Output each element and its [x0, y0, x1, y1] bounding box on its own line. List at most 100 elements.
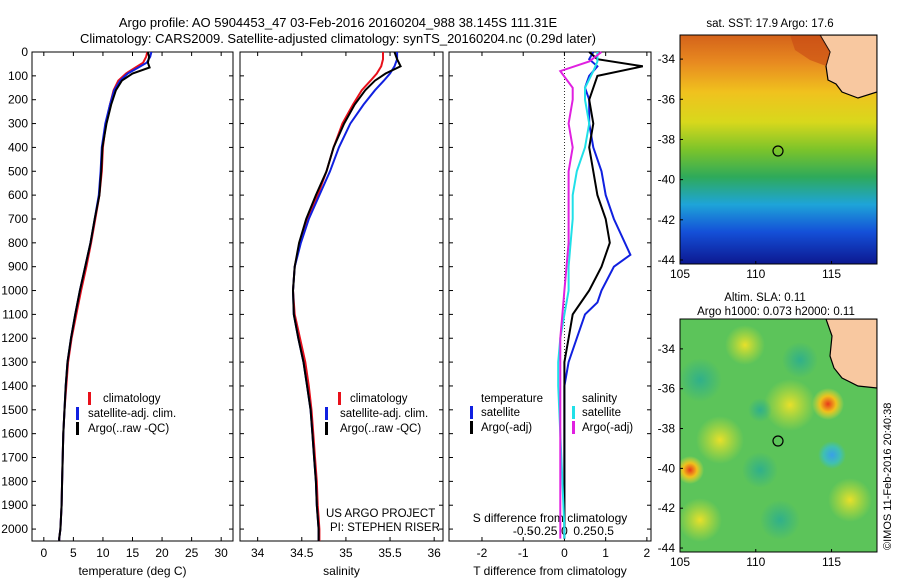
figure-title-line2: Climatology: CARS2009. Satellite-adjuste… — [80, 31, 596, 46]
x-tick-label: 2 — [644, 546, 651, 560]
lat-tick-label: -42 — [658, 213, 676, 227]
temperature-legend: climatology satellite-adj. clim. Argo(..… — [76, 392, 176, 435]
x2-axis-label: S difference from climatology — [473, 511, 628, 525]
depth-tick-label: 1100 — [2, 307, 28, 321]
depth-tick-label: 1600 — [1, 427, 28, 441]
series-line — [563, 51, 644, 539]
depth-tick-label: 700 — [8, 212, 28, 226]
x-tick-label: 20 — [155, 546, 169, 560]
panel-2: 34 34.5 35 35.5 36 salinity — [239, 51, 444, 578]
diff-sal-argo-swatch — [572, 421, 575, 434]
legend-sat-swatch — [76, 407, 79, 420]
panel-frame — [239, 51, 444, 542]
depth-tick-label: 1300 — [1, 355, 28, 369]
x-tick-label: 25 — [185, 546, 199, 560]
diff-temp-argo-label: Argo(-adj) — [481, 422, 532, 434]
x-tick-label: 0 — [40, 546, 47, 560]
depth-tick-label: 1200 — [1, 331, 28, 345]
x-tick-label: 34 — [251, 546, 265, 560]
depth-tick-label: 600 — [8, 188, 28, 202]
lat-tick-label: -40 — [658, 173, 676, 187]
figure-title-line1: Argo profile: AO 5904453_47 03-Feb-2016 … — [119, 15, 558, 30]
legend-argo-swatch — [76, 422, 79, 435]
diff-sal-heading: salinity — [582, 393, 617, 405]
depth-tick-label: 1400 — [1, 379, 28, 393]
diff-temp-sat-swatch — [470, 406, 473, 419]
x2-tick-label: -0.5 — [513, 524, 534, 538]
sla-land — [825, 319, 877, 389]
panel-frame — [31, 51, 234, 542]
depth-tick-label: 0 — [21, 45, 28, 59]
panel-3: -2 -1 0 1 2 T difference from climatology -0.5… — [448, 51, 652, 578]
diff-sal-sat-label: satellite — [582, 407, 621, 419]
legend-sat-label: satellite-adj. clim. — [88, 408, 176, 420]
legend2-clim-label: climatology — [350, 393, 408, 405]
depth-tick-label: 100 — [8, 69, 28, 83]
legend-clim-swatch — [88, 392, 91, 405]
legend2-argo-swatch — [325, 422, 328, 435]
x-axis-label: salinity — [323, 564, 360, 578]
depth-tick-label: 800 — [8, 236, 28, 250]
lat-tick-label: -42 — [658, 501, 676, 515]
legend2-argo-label: Argo(..raw -QC) — [340, 423, 421, 435]
x-tick-label: 30 — [214, 546, 228, 560]
diff-temp-sat-label: satellite — [481, 407, 520, 419]
sst-map — [679, 34, 878, 265]
depth-tick-label: 1900 — [1, 498, 28, 512]
sst-map-ticks: 105 110 115 -34 -36 -38 -40 -42 -44 — [658, 52, 842, 281]
project-line1: US ARGO PROJECT — [326, 508, 435, 520]
project-line2: PI: STEPHEN RISER — [330, 522, 440, 534]
diff-sal-argo-label: Argo(-adj) — [582, 422, 633, 434]
x-tick-label: 35 — [339, 546, 353, 560]
legend-clim-label: climatology — [103, 393, 161, 405]
legend2-clim-swatch — [338, 392, 341, 405]
x-tick-label: -2 — [477, 546, 488, 560]
depth-axis: 0 100 200 300 400 500 600 700 800 900 1000 1100 1200… — [1, 45, 28, 536]
x2-tick-label: -0.25 — [530, 524, 558, 538]
depth-tick-label: 1700 — [1, 451, 28, 465]
lat-tick-label: -34 — [658, 342, 676, 356]
lat-tick-label: -40 — [658, 461, 676, 475]
depth-tick-label: 2000 — [1, 522, 28, 536]
sla-map — [679, 318, 878, 553]
depth-tick-label: 200 — [8, 93, 28, 107]
sla-map-title2: Argo h1000: 0.073 h2000: 0.11 — [697, 306, 855, 318]
depth-tick-label: 1000 — [1, 284, 28, 298]
salinity-legend: climatology satellite-adj. clim. Argo(..… — [325, 392, 428, 435]
lon-tick-label: 110 — [746, 267, 765, 281]
lat-tick-label: -38 — [658, 422, 676, 436]
series-line — [291, 51, 402, 541]
lon-tick-label: 115 — [822, 267, 841, 281]
x-tick-label: 5 — [70, 546, 77, 560]
sst-warm-patch — [790, 35, 830, 66]
x-axis-label: T difference from climatology — [473, 564, 627, 578]
depth-tick-label: 1800 — [1, 474, 28, 488]
depth-tick-label: 500 — [8, 164, 28, 178]
project-credit: US ARGO PROJECT PI: STEPHEN RISER — [326, 508, 440, 534]
x-tick-label: 0 — [561, 546, 568, 560]
sla-map-title1: Altim. SLA: 0.11 — [724, 292, 806, 304]
x2-tick-label: 0.25 — [573, 524, 597, 538]
lat-tick-label: -36 — [658, 382, 676, 396]
diff-temp-argo-swatch — [470, 421, 473, 434]
legend2-sat-swatch — [325, 407, 328, 420]
lon-tick-label: 115 — [822, 555, 841, 569]
imos-credit: ©IMOS 11-Feb-2016 20:40:38 — [882, 403, 894, 550]
legend-argo-label: Argo(..raw -QC) — [88, 423, 169, 435]
x-tick-label: 15 — [126, 546, 140, 560]
series-line — [58, 51, 151, 541]
depth-tick-label: 900 — [8, 260, 28, 274]
panel-1: 0 5 10 15 20 25 30 temperature (deg C) — [31, 51, 234, 578]
sst-map-title: sat. SST: 17.9 Argo: 17.6 — [706, 18, 833, 30]
x-tick-label: 34.5 — [290, 546, 314, 560]
x-tick-label: 10 — [96, 546, 110, 560]
lat-tick-label: -34 — [658, 52, 676, 66]
lat-tick-label: -44 — [658, 541, 676, 555]
diff-sal-sat-swatch — [572, 406, 575, 419]
sst-argo-marker — [772, 145, 784, 157]
lat-tick-label: -38 — [658, 132, 676, 146]
difference-legend: temperature salinity satellite satellite… — [470, 393, 633, 434]
lon-tick-label: 105 — [670, 555, 690, 569]
